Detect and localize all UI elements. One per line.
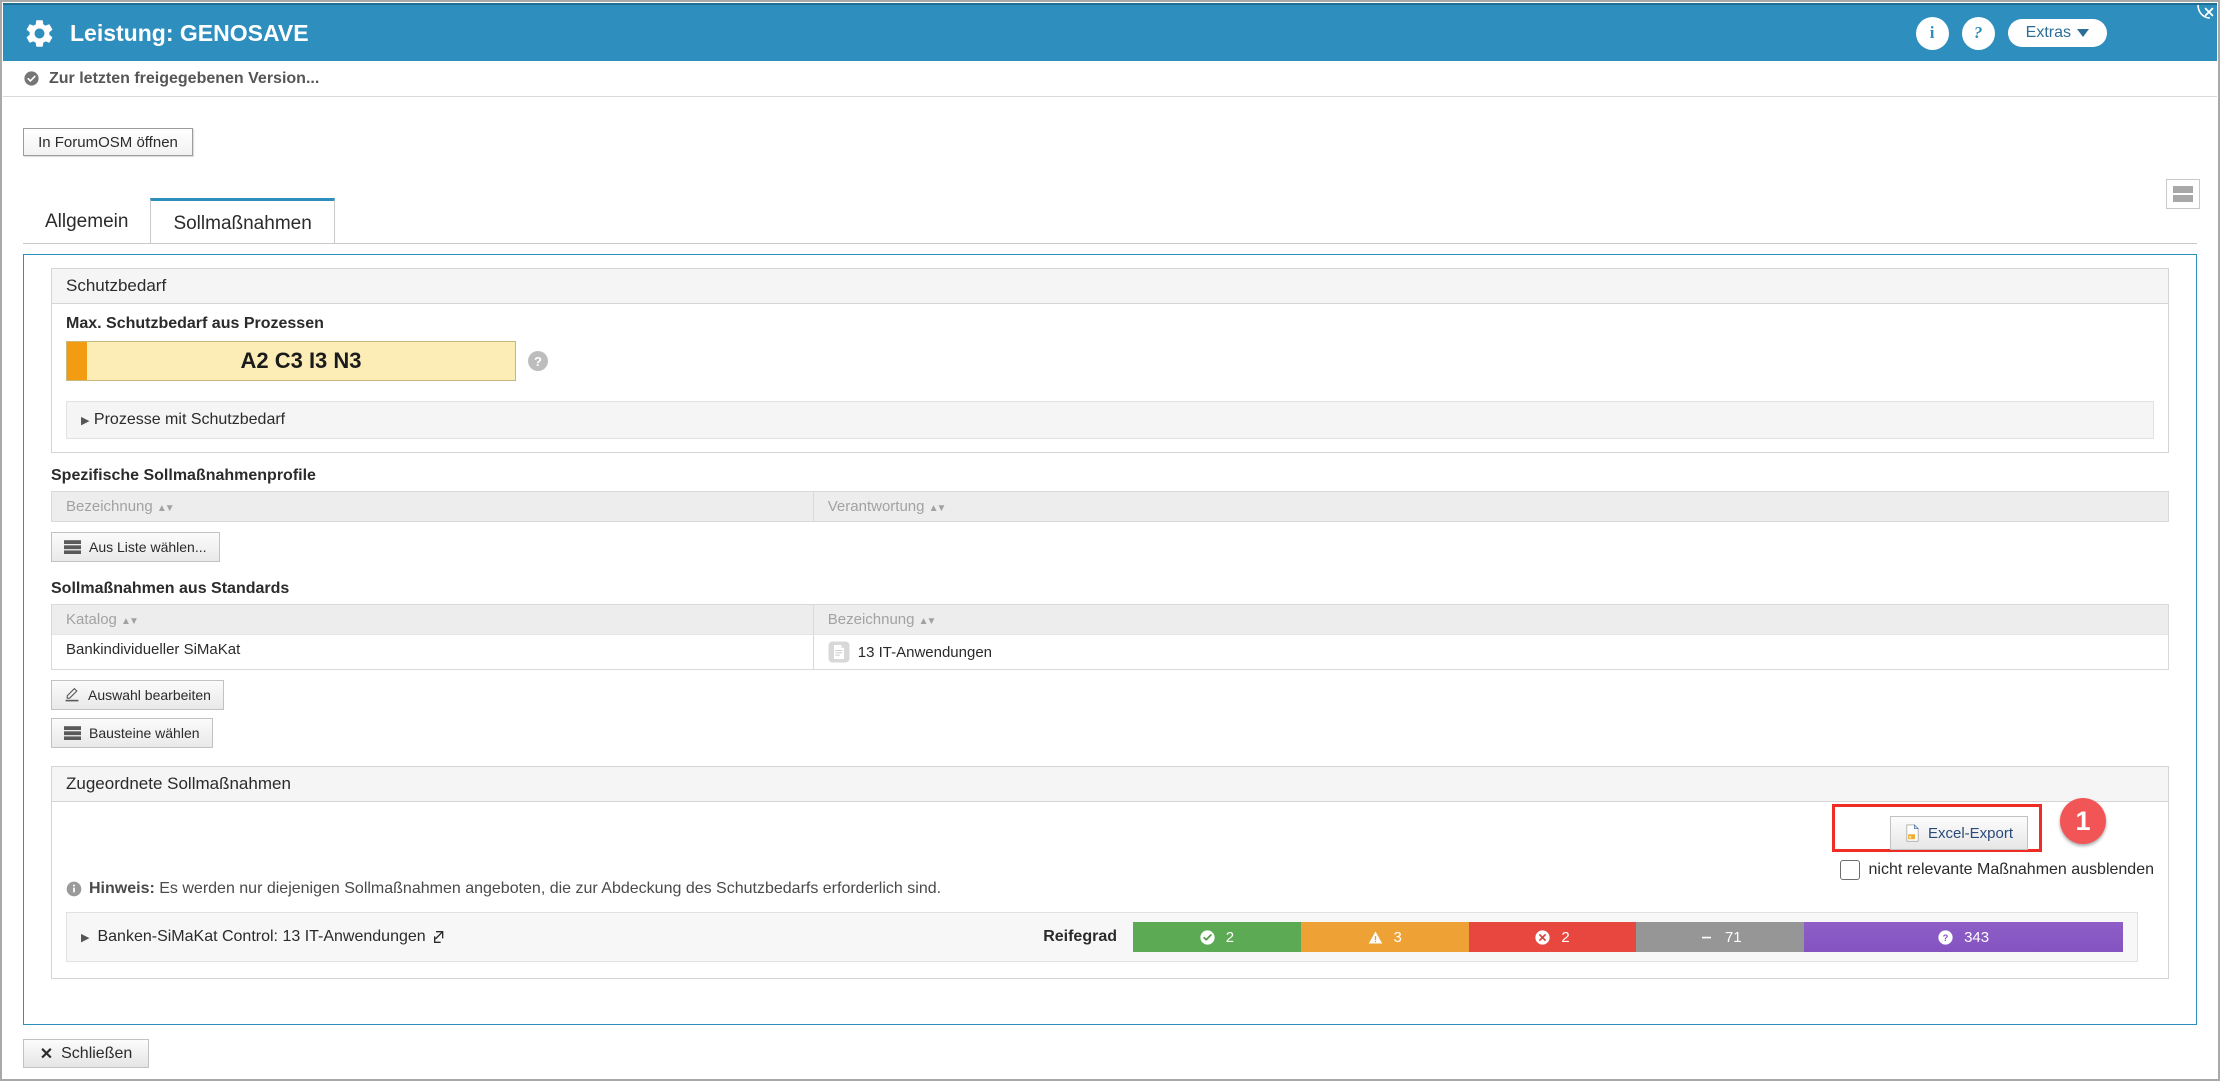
svg-text:?: ? bbox=[1943, 932, 1949, 942]
svg-text:x: x bbox=[1909, 834, 1912, 839]
